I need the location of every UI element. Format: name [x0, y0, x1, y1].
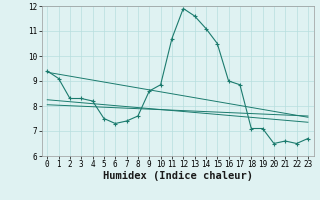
- X-axis label: Humidex (Indice chaleur): Humidex (Indice chaleur): [103, 171, 252, 181]
